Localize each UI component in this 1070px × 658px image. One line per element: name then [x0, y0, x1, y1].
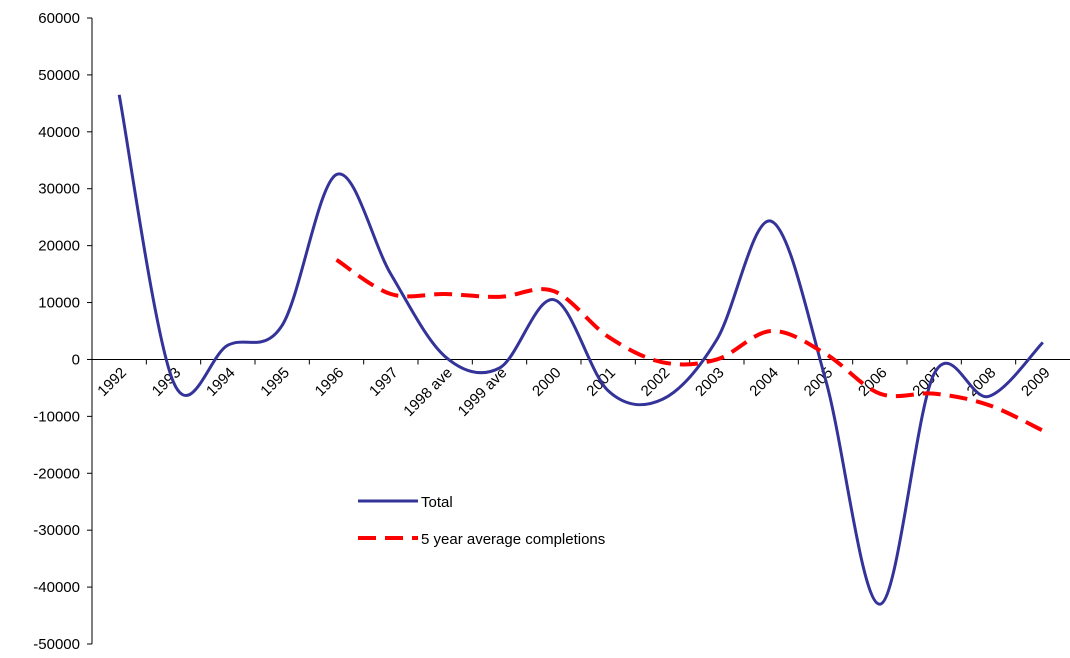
- y-tick-label: 40000: [38, 124, 80, 141]
- x-tick-label: 1992: [94, 364, 130, 400]
- y-tick-label: -10000: [33, 408, 80, 425]
- y-tick-label: -30000: [33, 522, 80, 539]
- y-tick-label: 50000: [38, 67, 80, 84]
- y-tick-label: -40000: [33, 579, 80, 596]
- y-tick-label: 20000: [38, 238, 80, 255]
- y-tick-label: -50000: [33, 636, 80, 653]
- legend-label: Total: [421, 494, 453, 511]
- x-tick-label: 1993: [149, 364, 185, 400]
- legend-label: 5 year average completions: [421, 531, 605, 548]
- x-tick-label: 1998 ave: [400, 364, 456, 420]
- x-tick-label: 1995: [257, 364, 293, 400]
- x-tick-label: 2000: [529, 364, 565, 400]
- x-tick-label: 2004: [746, 364, 782, 400]
- y-tick-label: -20000: [33, 465, 80, 482]
- y-tick-label: 60000: [38, 10, 80, 27]
- series-line: [335, 258, 1044, 433]
- series-line: [117, 94, 1044, 606]
- y-tick-label: 0: [72, 351, 80, 368]
- x-tick-label: 2005: [801, 364, 837, 400]
- y-tick-label: 10000: [38, 295, 80, 312]
- x-tick-label: 1996: [312, 364, 348, 400]
- x-tick-label: 1997: [366, 364, 402, 400]
- y-tick-label: 30000: [38, 181, 80, 198]
- x-tick-label: 2009: [1018, 364, 1054, 400]
